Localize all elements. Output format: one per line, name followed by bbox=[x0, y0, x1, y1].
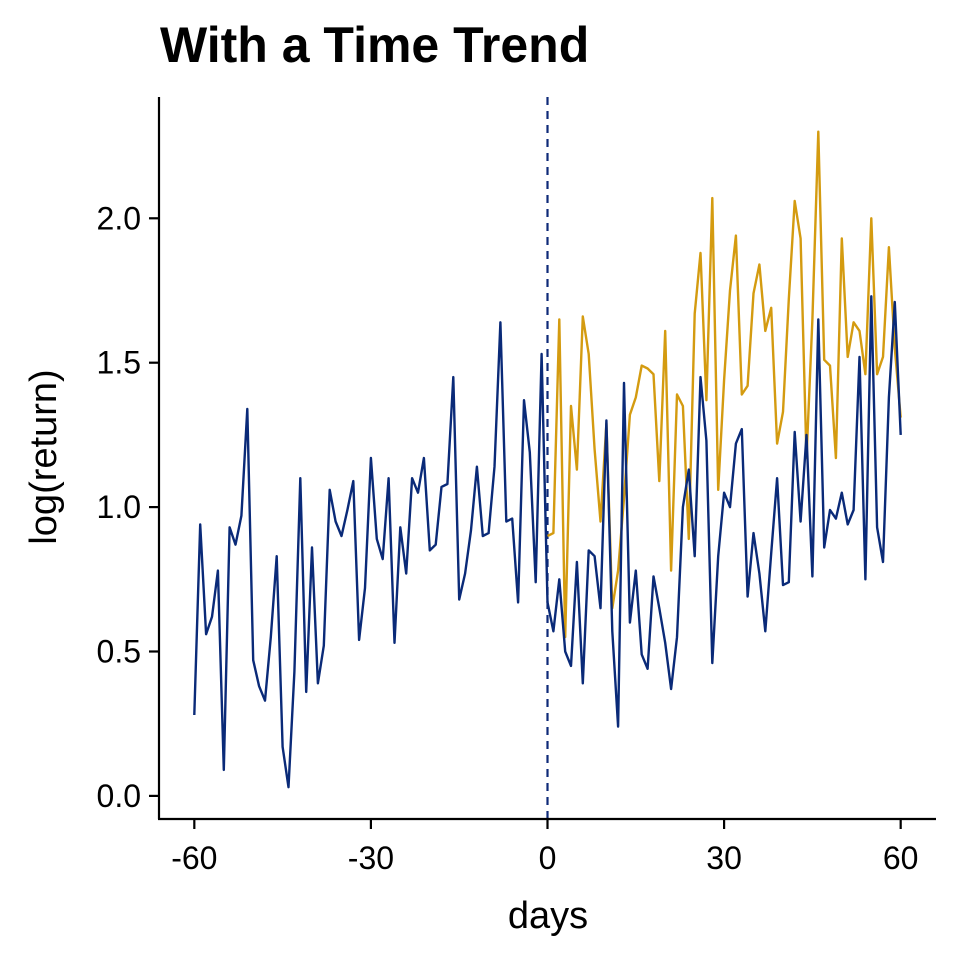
y-axis-ticks: 0.0 0.5 1.0 1.5 2.0 bbox=[97, 200, 159, 814]
y-tick-label: 1.5 bbox=[97, 345, 141, 381]
series-line-0 bbox=[546, 130, 902, 639]
series-line-1 bbox=[193, 295, 902, 789]
y-tick-label: 0.5 bbox=[97, 633, 141, 669]
y-axis-title: log(return) bbox=[23, 369, 65, 544]
x-tick-label: 30 bbox=[706, 840, 742, 876]
x-axis-ticks: -60 -30 0 30 60 bbox=[171, 819, 918, 876]
y-tick-label: 2.0 bbox=[97, 200, 141, 236]
x-tick-label: -30 bbox=[348, 840, 394, 876]
x-tick-label: -60 bbox=[171, 840, 217, 876]
y-tick-label: 1.0 bbox=[97, 489, 141, 525]
x-tick-label: 0 bbox=[539, 840, 557, 876]
chart-title: With a Time Trend bbox=[160, 17, 589, 73]
plot-area bbox=[193, 97, 902, 819]
x-axis-title: days bbox=[508, 895, 588, 937]
y-tick-label: 0.0 bbox=[97, 778, 141, 814]
x-tick-label: 60 bbox=[883, 840, 919, 876]
